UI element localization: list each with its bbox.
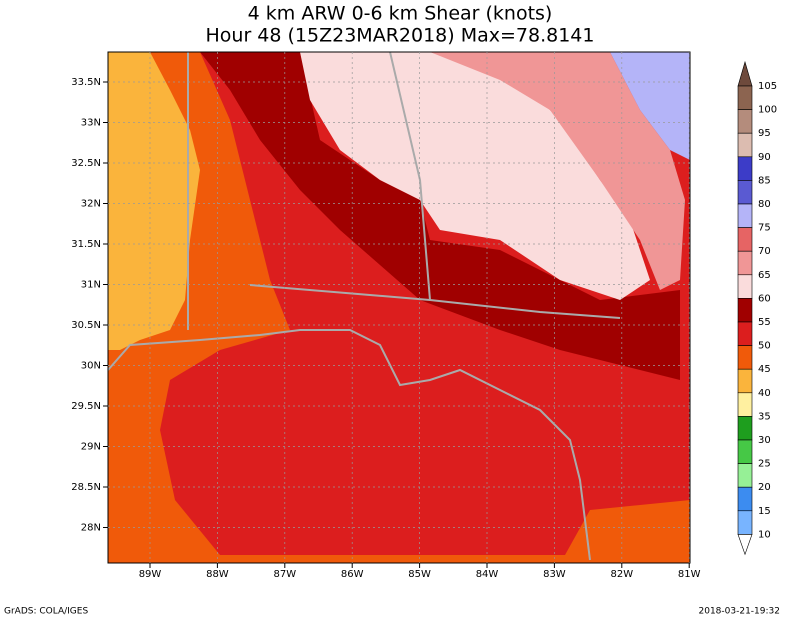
title-line: 4 km ARW 0-6 km Shear (knots) <box>248 3 553 25</box>
colorbar-box <box>737 203 753 228</box>
colorbar-box <box>737 510 753 535</box>
lat-label: 32.5N <box>71 158 101 169</box>
lon-label: 84W <box>476 569 499 580</box>
colorbar-box <box>737 368 753 394</box>
colorbar-bottom <box>737 534 753 556</box>
field-lavender <box>610 52 690 160</box>
lon-label: 82W <box>610 569 633 580</box>
colorbar-box <box>737 156 753 181</box>
colorbar-label: 95 <box>758 128 771 139</box>
lon-label: 86W <box>341 569 364 580</box>
field-salmon <box>430 52 685 290</box>
colorbar-top <box>737 60 753 87</box>
colorbar-box <box>737 227 753 252</box>
colorbar-label: 105 <box>758 81 777 92</box>
colorbar-box <box>737 109 753 134</box>
colorbar-label: 50 <box>758 341 771 352</box>
colorbar-box <box>737 486 753 512</box>
colorbar-label: 85 <box>758 175 771 186</box>
lon-label: 89W <box>139 569 162 580</box>
colorbar-label: 100 <box>758 105 777 116</box>
colorbar-label: 90 <box>758 152 771 163</box>
lat-label: 31.5N <box>71 239 101 250</box>
colorbar-label: 45 <box>758 364 771 375</box>
colorbar-label: 75 <box>758 223 771 234</box>
colorbar-label: 40 <box>758 388 771 399</box>
colorbar-label: 10 <box>758 529 771 540</box>
lat-label: 28.5N <box>71 482 101 493</box>
footer-left: GrADS: COLA/IGES <box>4 607 88 617</box>
colorbar-box <box>737 274 753 299</box>
lon-label: 88W <box>206 569 229 580</box>
state-border <box>249 284 621 319</box>
lat-label: 31N <box>81 280 101 291</box>
colorbar-box <box>737 298 753 323</box>
lat-label: 33.5N <box>71 77 101 88</box>
colorbar-box <box>737 439 753 464</box>
colorbar-box <box>737 416 753 441</box>
colorbar-box <box>737 180 753 205</box>
field-light-pink <box>300 52 650 300</box>
map-fields <box>107 51 690 563</box>
lon-label: 83W <box>543 569 566 580</box>
colorbar-box <box>737 85 753 110</box>
footer-right: 2018-03-21-19:32 <box>699 607 781 617</box>
colorbar-box <box>737 321 753 346</box>
lat-label: 33N <box>81 118 101 129</box>
lon-label: 85W <box>408 569 431 580</box>
colorbar-box <box>737 132 753 158</box>
colorbar-box <box>737 250 753 276</box>
colorbar-label: 65 <box>758 270 771 281</box>
map-frame <box>107 51 691 564</box>
lat-label: 32N <box>81 199 101 210</box>
field-dark-red <box>200 52 680 380</box>
lon-label: 81W <box>678 569 701 580</box>
lat-label: 29.5N <box>71 401 101 412</box>
colorbar-box <box>737 463 753 488</box>
colorbar-label: 70 <box>758 246 771 257</box>
lat-label: 29N <box>81 442 101 453</box>
colorbar-label: 80 <box>758 199 771 210</box>
colorbar-label: 15 <box>758 506 771 517</box>
state-border <box>389 51 431 301</box>
coastline <box>107 329 591 561</box>
lat-label: 30.5N <box>71 320 101 331</box>
colorbar-label: 35 <box>758 411 771 422</box>
colorbar-label: 55 <box>758 317 771 328</box>
title-line: Hour 48 (15Z23MAR2018) Max=78.8141 <box>206 25 595 47</box>
colorbar-label: 20 <box>758 482 771 493</box>
colorbar-label: 60 <box>758 293 771 304</box>
colorbar-label: 30 <box>758 435 771 446</box>
lon-label: 87W <box>273 569 296 580</box>
colorbar-label: 25 <box>758 459 771 470</box>
field-yellow-orange <box>108 52 200 350</box>
colorbar-box <box>737 392 753 417</box>
lat-label: 28N <box>81 523 101 534</box>
colorbar-box <box>737 345 753 370</box>
lat-label: 30N <box>81 361 101 372</box>
